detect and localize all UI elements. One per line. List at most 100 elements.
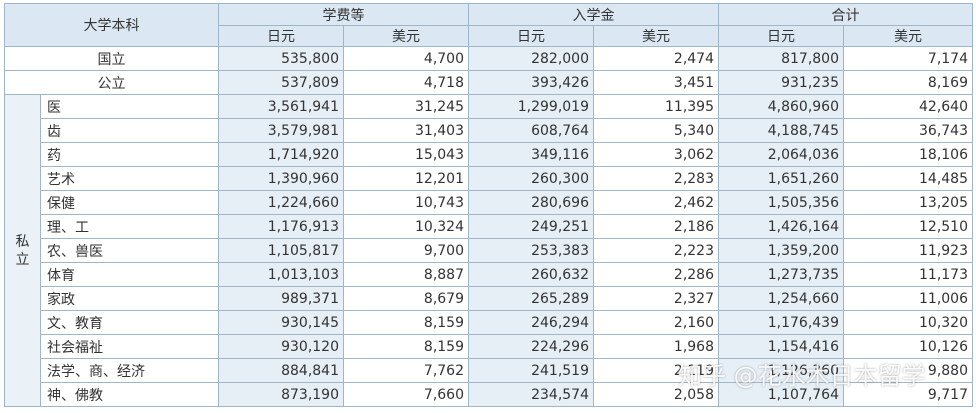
cell-admission-yen: 608,764 (468, 118, 594, 143)
cell-tuition-yen: 1,390,960 (218, 166, 344, 191)
header-currency-yen: 日元 (718, 25, 844, 47)
cell-admission-yen: 260,632 (468, 262, 594, 287)
cell-admission-yen: 393,426 (468, 70, 594, 95)
table-row: 体育 1,013,103 8,887 260,632 2,286 1,273,7… (5, 262, 973, 287)
cell-total-usd: 12,510 (843, 214, 973, 239)
cell-admission-usd: 2,283 (593, 166, 719, 191)
cell-admission-usd: 3,062 (593, 142, 719, 167)
cell-tuition-yen: 884,841 (218, 358, 344, 383)
cell-admission-usd: 2,058 (593, 382, 719, 407)
table-row: 公立 537,809 4,718 393,426 3,451 931,235 8… (4, 70, 973, 95)
cell-total-yen: 1,126,360 (718, 358, 844, 383)
cell-admission-yen: 241,519 (468, 358, 594, 383)
cell-tuition-yen: 989,371 (218, 286, 344, 311)
header-currency-usd: 美元 (593, 25, 719, 47)
cell-total-usd: 10,126 (843, 334, 973, 359)
row-label: 神、佛教 (40, 382, 219, 407)
cell-tuition-yen: 535,800 (218, 46, 344, 71)
cell-admission-usd: 2,223 (593, 238, 719, 263)
header-currency-yen: 日元 (218, 25, 344, 47)
table-row: 艺术 1,390,960 12,201 260,300 2,283 1,651,… (5, 166, 973, 191)
cell-tuition-usd: 7,762 (343, 358, 469, 383)
cell-total-yen: 1,154,416 (718, 334, 844, 359)
row-label: 文、教育 (40, 310, 219, 335)
table-row: 私立 医 3,561,941 31,245 1,299,019 11,395 4… (4, 94, 973, 407)
cell-admission-yen: 265,289 (468, 286, 594, 311)
cell-admission-usd: 2,286 (593, 262, 719, 287)
table-row: 神、佛教 873,190 7,660 234,574 2,058 1,107,7… (5, 382, 973, 407)
cell-tuition-yen: 537,809 (218, 70, 344, 95)
private-group-label: 私立 (4, 94, 41, 407)
cell-total-usd: 13,205 (843, 190, 973, 215)
cell-total-yen: 1,426,164 (718, 214, 844, 239)
cell-total-yen: 1,273,735 (718, 262, 844, 287)
row-label: 齿 (40, 118, 219, 143)
cell-tuition-yen: 930,120 (218, 334, 344, 359)
cell-tuition-yen: 1,013,103 (218, 262, 344, 287)
cell-tuition-yen: 873,190 (218, 382, 344, 407)
table-row: 文、教育 930,145 8,159 246,294 2,160 1,176,4… (5, 310, 973, 335)
table-row: 保健 1,224,660 10,743 280,696 2,462 1,505,… (5, 190, 973, 215)
cell-admission-usd: 1,968 (593, 334, 719, 359)
cell-tuition-usd: 10,743 (343, 190, 469, 215)
cell-total-yen: 2,064,036 (718, 142, 844, 167)
cell-total-usd: 11,006 (843, 286, 973, 311)
cell-admission-yen: 1,299,019 (468, 94, 594, 119)
cell-total-yen: 1,176,439 (718, 310, 844, 335)
header-currency-usd: 美元 (843, 25, 973, 47)
cell-total-yen: 4,188,745 (718, 118, 844, 143)
cell-total-usd: 8,169 (843, 70, 973, 95)
cell-total-yen: 1,254,660 (718, 286, 844, 311)
row-label: 社会福祉 (40, 334, 219, 359)
row-label: 医 (40, 94, 219, 119)
cell-tuition-yen: 1,224,660 (218, 190, 344, 215)
cell-admission-usd: 2,474 (593, 46, 719, 71)
cell-total-usd: 7,174 (843, 46, 973, 71)
cell-total-usd: 10,320 (843, 310, 973, 335)
cell-admission-usd: 2,462 (593, 190, 719, 215)
row-label: 体育 (40, 262, 219, 287)
cell-tuition-usd: 12,201 (343, 166, 469, 191)
header-currency-yen: 日元 (468, 25, 594, 47)
cell-tuition-usd: 8,679 (343, 286, 469, 311)
cell-tuition-yen: 1,105,817 (218, 238, 344, 263)
cell-tuition-usd: 4,718 (343, 70, 469, 95)
cell-total-yen: 931,235 (718, 70, 844, 95)
row-label: 国立 (4, 46, 219, 71)
cell-admission-yen: 260,300 (468, 166, 594, 191)
cell-total-usd: 14,485 (843, 166, 973, 191)
row-label: 法学、商、经济 (40, 358, 219, 383)
cell-tuition-usd: 4,700 (343, 46, 469, 71)
cell-admission-yen: 224,296 (468, 334, 594, 359)
cell-admission-usd: 2,119 (593, 358, 719, 383)
cell-tuition-yen: 1,176,913 (218, 214, 344, 239)
cell-admission-yen: 246,294 (468, 310, 594, 335)
cell-tuition-yen: 1,714,920 (218, 142, 344, 167)
cell-tuition-usd: 8,159 (343, 310, 469, 335)
cell-total-yen: 1,359,200 (718, 238, 844, 263)
cell-admission-yen: 234,574 (468, 382, 594, 407)
header-currency-usd: 美元 (343, 25, 469, 47)
cell-admission-usd: 2,160 (593, 310, 719, 335)
cell-admission-usd: 2,327 (593, 286, 719, 311)
cell-total-usd: 9,880 (843, 358, 973, 383)
row-label: 家政 (40, 286, 219, 311)
table-body: 国立 535,800 4,700 282,000 2,474 817,800 7… (4, 46, 973, 407)
header-corner: 大学本科 (4, 3, 219, 47)
header-group-admission: 入学金 (468, 3, 719, 26)
cell-tuition-usd: 15,043 (343, 142, 469, 167)
cell-total-yen: 4,860,960 (718, 94, 844, 119)
table-row: 药 1,714,920 15,043 349,116 3,062 2,064,0… (5, 142, 973, 167)
cell-admission-yen: 253,383 (468, 238, 594, 263)
cell-total-usd: 11,173 (843, 262, 973, 287)
cell-admission-usd: 3,451 (593, 70, 719, 95)
row-label: 保健 (40, 190, 219, 215)
cell-total-usd: 36,743 (843, 118, 973, 143)
cell-tuition-usd: 31,245 (343, 94, 469, 119)
cell-admission-yen: 280,696 (468, 190, 594, 215)
row-label: 药 (40, 142, 219, 167)
cell-total-yen: 1,107,764 (718, 382, 844, 407)
cell-admission-usd: 2,186 (593, 214, 719, 239)
row-label: 公立 (4, 70, 219, 95)
row-label: 农、兽医 (40, 238, 219, 263)
